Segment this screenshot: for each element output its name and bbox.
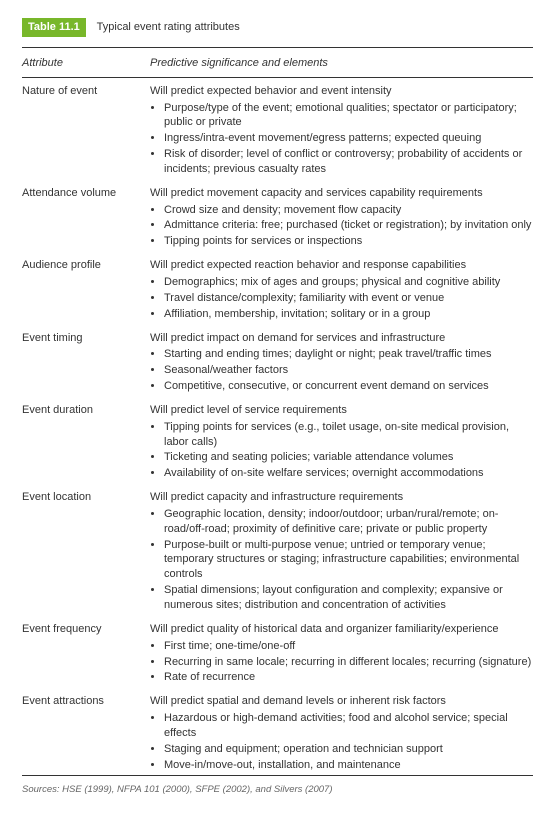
significance-cell: Will predict impact on demand for servic… xyxy=(150,331,533,395)
table-label-badge: Table 11.1 xyxy=(22,18,86,37)
predict-line: Will predict movement capacity and servi… xyxy=(150,186,533,201)
bullet-list: Geographic location, density; indoor/out… xyxy=(150,507,533,613)
bullet-item: Starting and ending times; daylight or n… xyxy=(164,347,533,362)
attribute-cell: Nature of event xyxy=(22,84,150,178)
bullet-item: Ticketing and seating policies; variable… xyxy=(164,450,533,465)
bullet-item: Ingress/intra-event movement/egress patt… xyxy=(164,131,533,146)
bullet-item: Purpose-built or multi-purpose venue; un… xyxy=(164,538,533,583)
table-header-row: Attribute Predictive significance and el… xyxy=(22,48,533,77)
bullet-item: Competitive, consecutive, or concurrent … xyxy=(164,379,533,394)
bullet-list: Demographics; mix of ages and groups; ph… xyxy=(150,275,533,322)
significance-cell: Will predict quality of historical data … xyxy=(150,622,533,686)
bullet-list: Starting and ending times; daylight or n… xyxy=(150,347,533,394)
bullet-item: First time; one-time/one-off xyxy=(164,639,533,654)
bullet-item: Tipping points for services or inspectio… xyxy=(164,234,533,249)
bullet-item: Risk of disorder; level of conflict or c… xyxy=(164,147,533,177)
bullet-item: Staging and equipment; operation and tec… xyxy=(164,742,533,757)
bullet-item: Demographics; mix of ages and groups; ph… xyxy=(164,275,533,290)
bullet-list: Crowd size and density; movement flow ca… xyxy=(150,203,533,250)
bullet-item: Availability of on-site welfare services… xyxy=(164,466,533,481)
bullet-item: Crowd size and density; movement flow ca… xyxy=(164,203,533,218)
bullet-item: Hazardous or high-demand activities; foo… xyxy=(164,711,533,741)
attribute-cell: Event location xyxy=(22,490,150,614)
significance-cell: Will predict expected behavior and event… xyxy=(150,84,533,178)
predict-line: Will predict spatial and demand levels o… xyxy=(150,694,533,709)
attribute-cell: Event timing xyxy=(22,331,150,395)
bullet-list: Purpose/type of the event; emotional qua… xyxy=(150,101,533,177)
bullet-item: Recurring in same locale; recurring in d… xyxy=(164,655,533,670)
table-row: Event durationWill predict level of serv… xyxy=(22,397,533,484)
table-row: Nature of eventWill predict expected beh… xyxy=(22,78,533,180)
sources-label: Sources: xyxy=(22,784,60,795)
bullet-item: Tipping points for services (e.g., toile… xyxy=(164,420,533,450)
sources-text: HSE (1999), NFPA 101 (2000), SFPE (2002)… xyxy=(62,784,332,795)
attribute-cell: Attendance volume xyxy=(22,186,150,250)
predict-line: Will predict quality of historical data … xyxy=(150,622,533,637)
bullet-item: Admittance criteria: free; purchased (ti… xyxy=(164,218,533,233)
attribute-cell: Audience profile xyxy=(22,258,150,322)
significance-cell: Will predict expected reaction behavior … xyxy=(150,258,533,322)
predict-line: Will predict impact on demand for servic… xyxy=(150,331,533,346)
table-caption: Table 11.1 Typical event rating attribut… xyxy=(22,18,533,37)
predict-line: Will predict expected behavior and event… xyxy=(150,84,533,99)
table-row: Attendance volumeWill predict movement c… xyxy=(22,180,533,252)
predict-line: Will predict capacity and infrastructure… xyxy=(150,490,533,505)
attribute-cell: Event frequency xyxy=(22,622,150,686)
attribute-cell: Event attractions xyxy=(22,694,150,773)
table-body: Nature of eventWill predict expected beh… xyxy=(22,78,533,776)
bullet-list: Tipping points for services (e.g., toile… xyxy=(150,420,533,481)
bullet-item: Geographic location, density; indoor/out… xyxy=(164,507,533,537)
significance-cell: Will predict level of service requiremen… xyxy=(150,403,533,482)
table-row: Audience profileWill predict expected re… xyxy=(22,252,533,324)
table-row: Event timingWill predict impact on deman… xyxy=(22,325,533,397)
sources-line: Sources: HSE (1999), NFPA 101 (2000), SF… xyxy=(22,784,533,797)
predict-line: Will predict level of service requiremen… xyxy=(150,403,533,418)
significance-cell: Will predict capacity and infrastructure… xyxy=(150,490,533,614)
significance-cell: Will predict spatial and demand levels o… xyxy=(150,694,533,773)
bullet-item: Rate of recurrence xyxy=(164,670,533,685)
bullet-item: Affiliation, membership, invitation; sol… xyxy=(164,307,533,322)
header-attribute: Attribute xyxy=(22,56,150,71)
table-row: Event frequencyWill predict quality of h… xyxy=(22,616,533,688)
bullet-item: Spatial dimensions; layout configuration… xyxy=(164,583,533,613)
table-row: Event locationWill predict capacity and … xyxy=(22,484,533,616)
bullet-list: First time; one-time/one-offRecurring in… xyxy=(150,639,533,686)
bullet-list: Hazardous or high-demand activities; foo… xyxy=(150,711,533,772)
table-title: Typical event rating attributes xyxy=(97,21,240,33)
bullet-item: Move-in/move-out, installation, and main… xyxy=(164,758,533,773)
predict-line: Will predict expected reaction behavior … xyxy=(150,258,533,273)
bullet-item: Purpose/type of the event; emotional qua… xyxy=(164,101,533,131)
significance-cell: Will predict movement capacity and servi… xyxy=(150,186,533,250)
table-row: Event attractionsWill predict spatial an… xyxy=(22,688,533,775)
rule-bottom xyxy=(22,775,533,776)
bullet-item: Travel distance/complexity; familiarity … xyxy=(164,291,533,306)
header-significance: Predictive significance and elements xyxy=(150,56,533,71)
attribute-cell: Event duration xyxy=(22,403,150,482)
bullet-item: Seasonal/weather factors xyxy=(164,363,533,378)
